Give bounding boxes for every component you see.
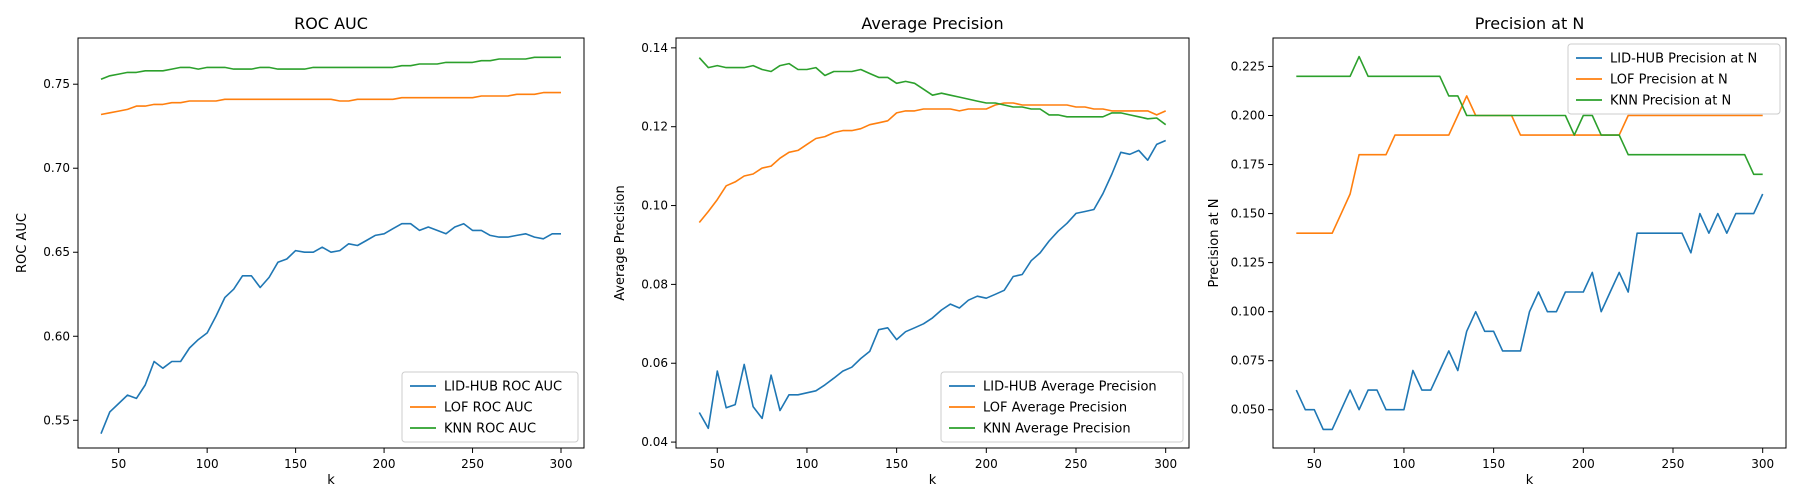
chart-2: Average Precision 50 100 150 200 250 300 0.04 0.… (613, 14, 1190, 488)
y-axis-label: Precision at N (1207, 198, 1222, 287)
y-tick-label: 0.55 (43, 413, 70, 427)
x-tick-label: 50 (1307, 457, 1322, 471)
chart-title: ROC AUC (294, 14, 368, 33)
x-tick-label: 300 (1154, 457, 1177, 471)
x-tick-label: 250 (461, 457, 484, 471)
x-tick-label: 150 (1482, 457, 1505, 471)
y-tick-label: 0.225 (1231, 59, 1265, 73)
y-tick-label: 0.14 (641, 41, 668, 55)
chart-3: Precision at N 50 100 150 200 250 300 0.050 0.07… (1207, 14, 1787, 488)
legend-label: LOF Precision at N (1610, 73, 1728, 88)
y-tick-label: 0.10 (641, 199, 668, 213)
x-tick-label: 150 (284, 457, 307, 471)
series-line-1 (1295, 193, 1764, 431)
legend: LID-HUB ROC AUC LOF ROC AUC KNN ROC AUC (401, 371, 579, 443)
y-axis-label: Average Precision (613, 185, 628, 301)
y-tick-label: 0.60 (43, 329, 70, 343)
y-tick-label: 0.075 (1231, 354, 1265, 368)
y-axis-label: ROC AUC (15, 213, 30, 273)
y-tick-label: 0.70 (43, 161, 70, 175)
x-tick-label: 100 (196, 457, 219, 471)
legend-label: LOF Average Precision (983, 401, 1127, 416)
legend-label: KNN Average Precision (983, 422, 1131, 437)
legend-frame (1567, 43, 1781, 115)
legend-label: KNN ROC AUC (444, 422, 536, 437)
x-tick-label: 100 (1392, 457, 1415, 471)
legend-label: LID-HUB ROC AUC (444, 380, 562, 395)
y-tick-label: 0.04 (641, 435, 668, 449)
y-tick-label: 0.125 (1231, 256, 1265, 270)
x-tick-label: 200 (373, 457, 396, 471)
x-tick-label: 150 (885, 457, 908, 471)
series-line-1 (698, 139, 1167, 430)
legend-frame (940, 371, 1184, 443)
x-tick-label: 250 (1065, 457, 1088, 471)
x-tick-label: 300 (550, 457, 573, 471)
x-axis-label: k (327, 473, 335, 488)
x-tick-label: 300 (1751, 457, 1774, 471)
x-tick-label: 100 (795, 457, 818, 471)
legend: LID-HUB Precision at N LOF Precision at N… (1567, 43, 1781, 115)
legend-label: LID-HUB Average Precision (983, 380, 1157, 395)
y-tick-label: 0.175 (1231, 158, 1265, 172)
x-tick-label: 50 (710, 457, 725, 471)
legend-label: LID-HUB Precision at N (1610, 52, 1757, 67)
y-tick-label: 0.12 (641, 120, 668, 134)
x-tick-label: 250 (1662, 457, 1685, 471)
series-line-3 (698, 57, 1167, 126)
series-line-3 (100, 56, 561, 80)
y-tick-label: 0.050 (1231, 403, 1265, 417)
x-tick-label: 200 (1572, 457, 1595, 471)
x-axis-label: k (1526, 473, 1534, 488)
y-tick-label: 0.100 (1231, 305, 1265, 319)
series-line-2 (698, 102, 1167, 224)
y-tick-label: 0.08 (641, 277, 668, 291)
legend-label: LOF ROC AUC (444, 401, 533, 416)
legend-frame (401, 371, 579, 443)
y-tick-label: 0.06 (641, 356, 668, 370)
y-tick-label: 0.200 (1231, 108, 1265, 122)
y-tick-label: 0.65 (43, 245, 70, 259)
legend-label: KNN Precision at N (1610, 94, 1731, 109)
chart-1: ROC AUC 50 100 150 200 250 300 0.55 0.60 0.65 0.70… (15, 14, 585, 488)
x-tick-label: 50 (111, 457, 126, 471)
series-line-3 (1296, 55, 1763, 176)
y-tick-label: 0.75 (43, 77, 70, 91)
x-tick-label: 200 (975, 457, 998, 471)
series-line-1 (100, 222, 561, 434)
chart-title: Precision at N (1475, 14, 1585, 33)
series-line-2 (1296, 95, 1763, 234)
x-axis-label: k (929, 473, 937, 488)
series-line-2 (100, 91, 561, 116)
chart-title: Average Precision (861, 14, 1003, 33)
legend: LID-HUB Average Precision LOF Average Pre… (940, 371, 1184, 443)
y-tick-label: 0.150 (1231, 207, 1265, 221)
